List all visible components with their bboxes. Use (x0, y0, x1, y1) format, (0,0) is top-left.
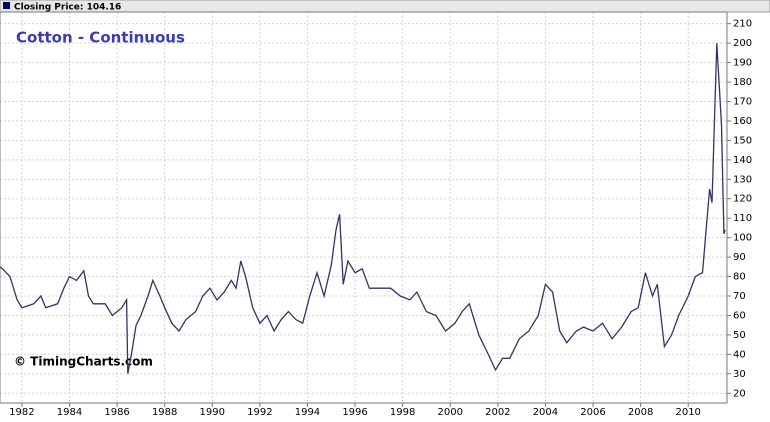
x-tick-label: 2000 (438, 407, 463, 418)
price-line (0, 43, 726, 374)
x-tick-label: 1984 (57, 407, 82, 418)
y-tick-label: 150 (733, 135, 752, 146)
y-tick-label: 50 (733, 330, 746, 341)
y-tick-label: 100 (733, 233, 752, 244)
x-tick-label: 1998 (390, 407, 415, 418)
legend-swatch (3, 2, 10, 9)
x-tick-label: 1992 (247, 407, 272, 418)
x-tick-label: 1996 (342, 407, 367, 418)
watermark: © TimingCharts.com (14, 355, 153, 369)
y-tick-label: 180 (733, 77, 752, 88)
y-tick-label: 90 (733, 252, 746, 263)
x-tick-label: 1990 (200, 407, 225, 418)
grid (0, 12, 727, 403)
y-tick-label: 60 (733, 310, 746, 321)
x-tick-label: 1994 (295, 407, 320, 418)
x-tick-label: 1986 (104, 407, 129, 418)
chart-title: Cotton - Continuous (16, 29, 185, 47)
y-tick-label: 70 (733, 291, 746, 302)
y-tick-label: 140 (733, 155, 752, 166)
y-tick-label: 110 (733, 213, 752, 224)
x-tick-label: 2008 (628, 407, 653, 418)
x-tick-label: 2010 (675, 407, 700, 418)
plot-frame (0, 11, 728, 404)
x-tick-label: 2002 (485, 407, 510, 418)
y-tick-label: 80 (733, 272, 746, 283)
y-tick-label: 40 (733, 349, 746, 360)
header-text: Closing Price: 104.16 (14, 3, 121, 13)
x-tick-label: 2006 (580, 407, 605, 418)
x-tick-label: 2004 (533, 407, 558, 418)
y-tick-label: 200 (733, 38, 752, 49)
y-tick-label: 130 (733, 174, 752, 185)
y-tick-label: 20 (733, 388, 746, 399)
y-tick-label: 30 (733, 369, 746, 380)
x-tick-label: 1988 (152, 407, 177, 418)
x-tick-label: 1982 (9, 407, 34, 418)
y-tick-label: 210 (733, 19, 752, 30)
y-tick-label: 160 (733, 116, 752, 127)
y-tick-label: 170 (733, 96, 752, 107)
y-tick-label: 120 (733, 194, 752, 205)
y-tick-label: 190 (733, 58, 752, 69)
